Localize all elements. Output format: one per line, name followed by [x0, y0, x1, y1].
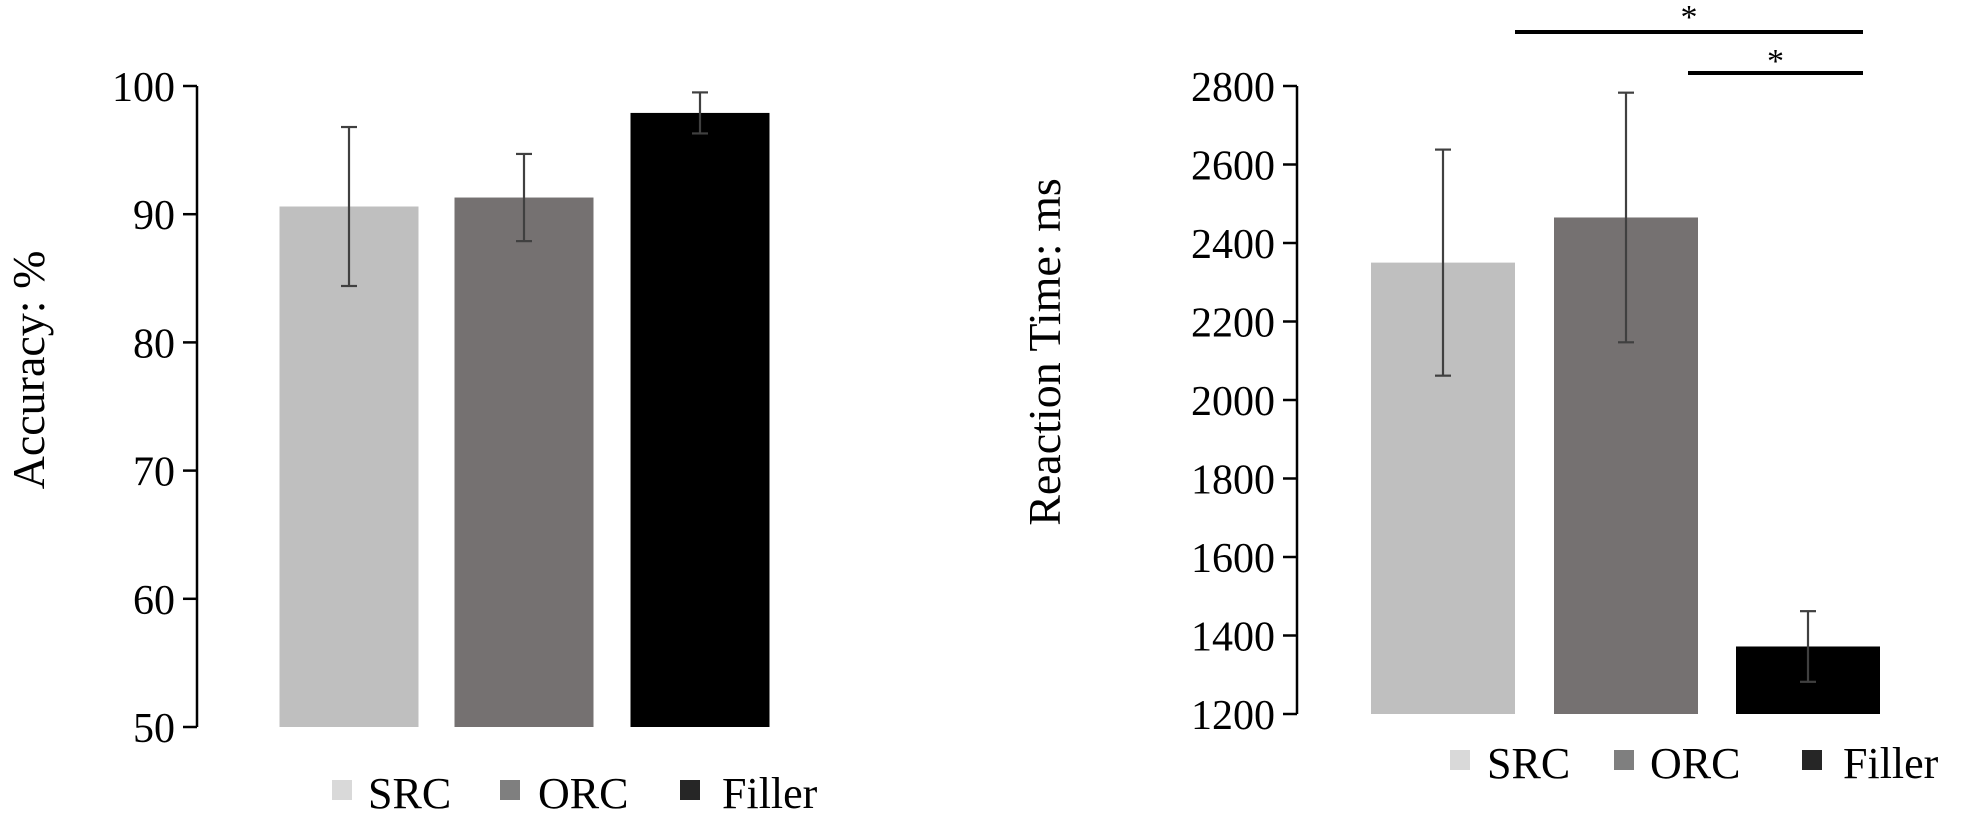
accuracy-chart: Accuracy: % 50 60 70 80 90 100 SRC ORC Filler [3, 65, 818, 818]
accuracy-bar-orc [454, 197, 594, 727]
reaction-time-legend-label-orc: ORC [1650, 739, 1740, 788]
reaction-time-y-tick-label: 2000 [1191, 379, 1275, 425]
reaction-time-chart: Reaction Time: ms 1200 1400 1600 1800 2000 22… [1019, 0, 1939, 788]
reaction-time-y-tick-label: 2400 [1191, 222, 1275, 268]
accuracy-legend-label-src: SRC [368, 769, 451, 818]
reaction-time-legend-swatch-src [1450, 750, 1470, 770]
reaction-time-y-tick-label: 2800 [1191, 65, 1275, 111]
accuracy-y-tick-label: 50 [133, 706, 175, 752]
accuracy-y-tick-label: 80 [133, 321, 175, 367]
accuracy-y-axis-label: Accuracy: % [3, 251, 54, 490]
reaction-time-y-tick-label: 2600 [1191, 144, 1275, 190]
reaction-time-y-tick-label: 1800 [1191, 458, 1275, 504]
accuracy-legend-swatch-src [332, 780, 352, 800]
reaction-time-y-tick-label: 1200 [1191, 693, 1275, 739]
reaction-time-y-tick-label: 1400 [1191, 615, 1275, 661]
accuracy-y-tick-label: 90 [133, 193, 175, 239]
accuracy-legend-swatch-filler [680, 780, 700, 800]
accuracy-y-tick-label: 70 [133, 450, 175, 496]
reaction-time-legend-label-src: SRC [1487, 739, 1570, 788]
accuracy-bar-filler [630, 112, 770, 727]
accuracy-legend-swatch-orc [500, 780, 520, 800]
accuracy-legend-label-filler: Filler [722, 769, 818, 818]
reaction-time-y-axis-label: Reaction Time: ms [1019, 178, 1070, 526]
reaction-time-legend-swatch-filler [1802, 750, 1822, 770]
accuracy-y-tick-label: 100 [112, 65, 175, 111]
reaction-time-significance-star-orc-filler: * [1767, 43, 1784, 80]
reaction-time-y-tick-label: 2200 [1191, 301, 1275, 347]
accuracy-bar-src [279, 206, 419, 727]
reaction-time-legend-label-filler: Filler [1843, 739, 1939, 788]
accuracy-y-tick-label: 60 [133, 578, 175, 624]
reaction-time-significance-star-src-filler: * [1681, 0, 1698, 36]
reaction-time-y-tick-label: 1600 [1191, 536, 1275, 582]
accuracy-legend-label-orc: ORC [538, 769, 628, 818]
reaction-time-legend-swatch-orc [1614, 750, 1634, 770]
